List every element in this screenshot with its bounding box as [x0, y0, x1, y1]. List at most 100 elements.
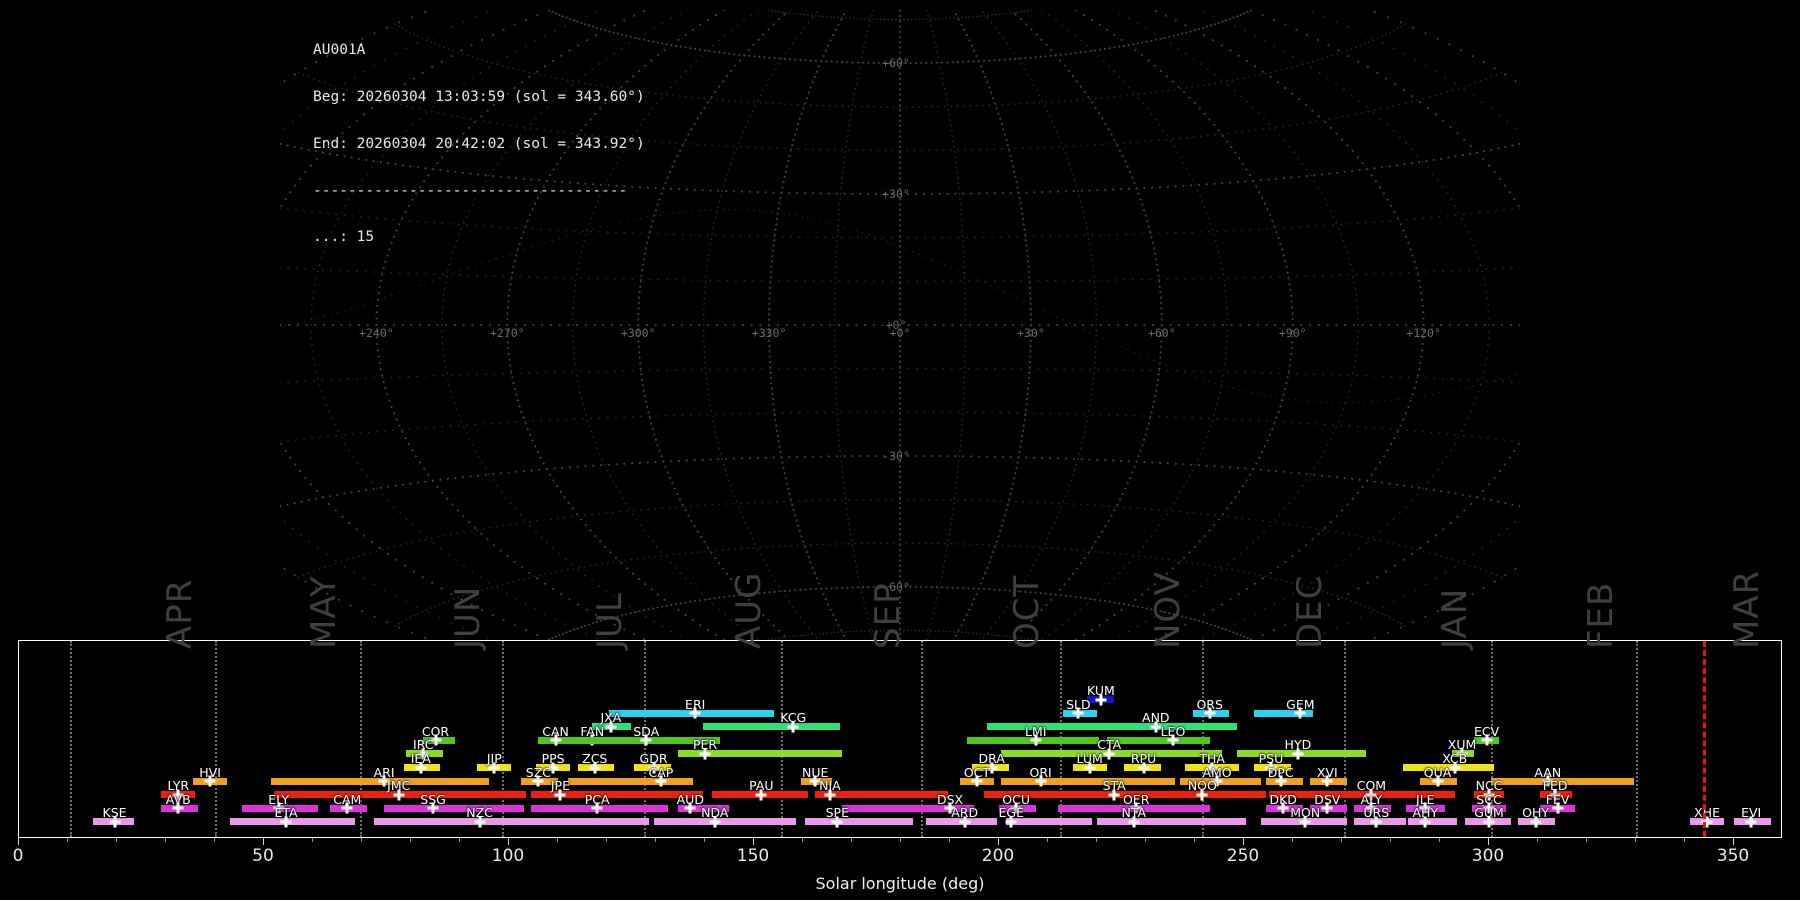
axis-minor-tick: [214, 838, 215, 842]
axis-major-tick: [753, 838, 754, 845]
shower-peak-marker-dsv: [1322, 803, 1333, 814]
sky-dec-label: -30°: [882, 449, 910, 463]
shower-peak-marker-zcs: [589, 762, 600, 773]
shower-peak-marker-avb: [173, 803, 184, 814]
month-gridline: [781, 641, 783, 837]
current-solar-longitude-marker: [1703, 641, 1706, 837]
sky-ra-label: +270°: [490, 326, 525, 340]
axis-minor-tick: [116, 838, 117, 842]
shower-peak-marker-aud: [685, 803, 696, 814]
shower-bar-cap[interactable]: [568, 778, 693, 785]
shower-peak-marker-szc: [533, 776, 544, 787]
shower-peak-marker-lmi: [1030, 735, 1041, 746]
axis-minor-tick: [1145, 838, 1146, 842]
month-label-apr: APR: [160, 579, 200, 649]
axis-minor-tick: [1390, 838, 1391, 842]
shower-peak-marker-eri: [690, 708, 701, 719]
shower-peak-marker-qua: [1432, 776, 1443, 787]
shower-peak-marker-sld: [1073, 708, 1084, 719]
shower-peak-marker-iea: [415, 762, 426, 773]
axis-major-tick: [1733, 838, 1734, 845]
axis-major-tick: [998, 838, 999, 845]
sky-map-canvas: +180°+150°+120°+90°+60°+30°+0°+330°+300°…: [280, 10, 1520, 640]
shower-peak-marker-ahy: [1420, 816, 1431, 827]
shower-peak-marker-kum: [1095, 694, 1106, 705]
shower-peak-marker-noo: [1197, 789, 1208, 800]
shower-peak-marker-oct: [971, 776, 982, 787]
axis-minor-tick: [1096, 838, 1097, 842]
sky-ra-label: +240°: [359, 326, 394, 340]
axis-tick-label: 200: [982, 846, 1014, 866]
month-gridline: [70, 641, 72, 837]
axis-minor-tick: [1047, 838, 1048, 842]
axis-major-tick: [18, 838, 19, 845]
shower-peak-marker-gum: [1484, 816, 1495, 827]
shower-bar-kcg[interactable]: [703, 723, 840, 730]
shower-peak-marker-evi: [1746, 816, 1757, 827]
shower-peak-marker-per: [700, 748, 711, 759]
axis-minor-tick: [361, 838, 362, 842]
month-label-nov: NOV: [1148, 571, 1188, 649]
month-label-may: MAY: [304, 575, 344, 649]
shower-peak-marker-ssg: [428, 803, 439, 814]
shower-peak-marker-ecv: [1481, 735, 1492, 746]
shower-bar-nta[interactable]: [1097, 818, 1246, 825]
sky-ra-label: +300°: [621, 326, 656, 340]
shower-peak-marker-eta: [281, 816, 292, 827]
axis-minor-tick: [410, 838, 411, 842]
shower-peak-marker-ohy: [1530, 816, 1541, 827]
axis-minor-tick: [1292, 838, 1293, 842]
sky-ra-label: +90°: [1279, 326, 1307, 340]
axis-minor-tick: [1439, 838, 1440, 842]
shower-bar-ori[interactable]: [1001, 778, 1175, 785]
shower-peak-marker-ors: [1204, 708, 1215, 719]
axis-major-tick: [263, 838, 264, 845]
shower-bar-nzc[interactable]: [374, 818, 648, 825]
axis-minor-tick: [1635, 838, 1636, 842]
axis-minor-tick: [557, 838, 558, 842]
shower-peak-marker-spe: [832, 816, 843, 827]
shower-peak-marker-can: [550, 735, 561, 746]
sky-dec-label: +0°: [886, 318, 907, 332]
month-label-mar: MAR: [1727, 570, 1767, 649]
shower-peak-marker-jxa: [605, 721, 616, 732]
axis-tick-label: 250: [1227, 846, 1259, 866]
axis-minor-tick: [67, 838, 68, 842]
solar-longitude-axis: Solar longitude (deg) 0 50 100 150 200 250 300…: [18, 838, 1782, 900]
month-label-dec: DEC: [1290, 575, 1330, 649]
month-label-sep: SEP: [868, 582, 908, 649]
month-gridline: [215, 641, 217, 837]
shower-peak-marker-dpc: [1275, 776, 1286, 787]
axis-tick-label: 100: [492, 846, 524, 866]
axis-minor-tick: [1537, 838, 1538, 842]
shower-peak-marker-nia: [824, 789, 835, 800]
axis-minor-tick: [802, 838, 803, 842]
shower-peak-marker-cta: [1104, 748, 1115, 759]
shower-bar-spe[interactable]: [805, 818, 913, 825]
shower-peak-marker-nta: [1128, 816, 1139, 827]
shower-peak-marker-dkd: [1278, 803, 1289, 814]
month-label-aug: AUG: [729, 572, 769, 650]
shower-bar-leo[interactable]: [1107, 737, 1210, 744]
sky-dec-label: +30°: [882, 187, 910, 201]
axis-minor-tick: [459, 838, 460, 842]
shower-peak-marker-jip: [489, 762, 500, 773]
shower-peak-marker-nda: [709, 816, 720, 827]
axis-tick-label: 150: [737, 846, 769, 866]
shower-peak-marker-gem: [1295, 708, 1306, 719]
shower-peak-marker-fev: [1552, 803, 1563, 814]
shower-bar-ssg[interactable]: [384, 805, 524, 812]
shower-peak-marker-kse: [109, 816, 120, 827]
axis-tick-label: 350: [1717, 846, 1749, 866]
axis-major-tick: [508, 838, 509, 845]
sky-ra-label: +330°: [752, 326, 787, 340]
month-label-jun: JUN: [448, 586, 488, 649]
shower-peak-marker-rpu: [1138, 762, 1149, 773]
axis-minor-tick: [606, 838, 607, 842]
shower-peak-marker-leo: [1167, 735, 1178, 746]
month-label-jul: JUL: [590, 592, 630, 649]
month-label-jan: JAN: [1435, 588, 1475, 649]
axis-minor-tick: [851, 838, 852, 842]
shower-peak-marker-nzc: [474, 816, 485, 827]
